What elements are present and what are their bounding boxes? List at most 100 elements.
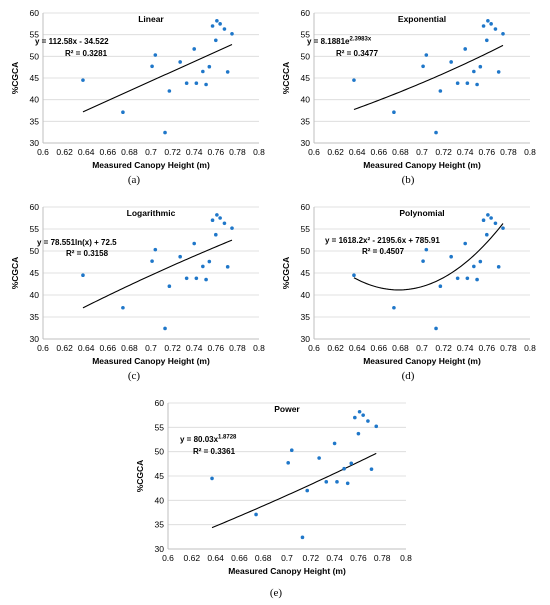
data-point bbox=[150, 259, 154, 263]
data-point bbox=[421, 259, 425, 263]
data-point bbox=[218, 216, 222, 220]
data-point bbox=[366, 419, 370, 423]
y-tick-label: 60 bbox=[301, 8, 311, 18]
data-point bbox=[194, 276, 199, 281]
r-squared: R² = 0.3281 bbox=[65, 49, 108, 58]
x-tick-label: 0.68 bbox=[255, 553, 272, 563]
x-tick-label: 0.62 bbox=[327, 147, 344, 157]
data-point bbox=[81, 273, 85, 278]
trend-equation: y = 80.03x1.8728 bbox=[180, 435, 237, 445]
y-tick-label: 50 bbox=[30, 246, 40, 256]
data-point bbox=[225, 70, 230, 74]
data-point bbox=[81, 78, 85, 82]
x-tick-label: 0.8 bbox=[524, 147, 536, 157]
x-tick-label: 0.68 bbox=[392, 147, 409, 157]
x-tick-label: 0.64 bbox=[349, 343, 366, 353]
y-axis-title: %CGCA bbox=[281, 62, 291, 95]
y-tick-label: 55 bbox=[301, 30, 311, 40]
x-tick-label: 0.72 bbox=[303, 553, 320, 563]
trendline bbox=[82, 44, 233, 113]
x-tick-label: 0.7 bbox=[145, 147, 157, 157]
data-point bbox=[286, 461, 290, 465]
x-tick-label: 0.66 bbox=[100, 343, 117, 353]
x-tick-label: 0.68 bbox=[392, 343, 409, 353]
y-axis-title: %CGCA bbox=[135, 460, 145, 493]
y-tick-label: 55 bbox=[30, 224, 40, 234]
data-point bbox=[485, 38, 489, 43]
panel-caption: (b) bbox=[402, 174, 415, 186]
data-point bbox=[421, 64, 425, 69]
data-point bbox=[201, 69, 205, 74]
x-tick-label: 0.68 bbox=[121, 343, 138, 353]
data-point bbox=[501, 226, 505, 230]
chart-title: Power bbox=[274, 404, 300, 414]
data-point bbox=[475, 277, 479, 282]
data-point bbox=[121, 110, 125, 115]
chart-panel-a: 30 35 40 45 50 55 60 0.6 0.62 0.64 0.66 0.68 0.7 0.72… bbox=[10, 8, 265, 186]
trend-equation-text: y = 112.58x - 34.522 bbox=[35, 37, 109, 46]
y-axis-title: %CGCA bbox=[10, 257, 20, 290]
data-point bbox=[369, 467, 374, 471]
data-point bbox=[392, 110, 396, 115]
data-point bbox=[167, 284, 172, 289]
data-point bbox=[424, 53, 429, 57]
trendline bbox=[353, 44, 504, 111]
x-axis-title: Measured Canopy Height (m) bbox=[92, 160, 210, 170]
x-tick-label: 0.6 bbox=[37, 147, 49, 157]
x-tick-label: 0.64 bbox=[207, 553, 224, 563]
x-axis-title: Measured Canopy Height (m) bbox=[228, 566, 346, 576]
x-tick-label: 0.78 bbox=[500, 147, 517, 157]
x-tick-label: 0.6 bbox=[308, 343, 320, 353]
x-tick-label: 0.74 bbox=[186, 343, 203, 353]
r-squared: R² = 0.3158 bbox=[66, 249, 109, 258]
y-tick-label: 60 bbox=[30, 202, 40, 212]
y-tick-label: 45 bbox=[155, 471, 165, 481]
data-point bbox=[438, 89, 443, 93]
x-tick-label: 0.72 bbox=[435, 343, 452, 353]
x-tick-label: 0.64 bbox=[78, 147, 95, 157]
x-tick-label: 0.72 bbox=[164, 343, 181, 353]
data-point bbox=[210, 24, 215, 28]
r-squared: R² = 0.4507 bbox=[362, 247, 405, 256]
x-tick-label: 0.6 bbox=[308, 147, 320, 157]
data-point bbox=[472, 69, 476, 74]
y-axis-title: %CGCA bbox=[281, 257, 291, 290]
data-point bbox=[305, 488, 310, 493]
x-tick-label: 0.72 bbox=[164, 147, 181, 157]
data-point bbox=[215, 19, 219, 23]
chart-panel-e: 30 35 40 45 50 55 60 0.6 0.62 0.64 0.66 0.68 0.7 0.72… bbox=[135, 398, 412, 599]
x-tick-label: 0.76 bbox=[479, 147, 496, 157]
x-tick-label: 0.8 bbox=[253, 147, 265, 157]
x-tick-label: 0.66 bbox=[100, 147, 117, 157]
data-point bbox=[438, 284, 443, 289]
y-tick-label: 50 bbox=[301, 246, 311, 256]
x-tick-label: 0.74 bbox=[457, 343, 474, 353]
y-tick-label: 35 bbox=[30, 116, 40, 126]
chart-panel-b: 30 35 40 45 50 55 60 0.6 0.62 0.64 0.66 0.68 0.7 0.72… bbox=[281, 8, 536, 186]
chart-title: Exponential bbox=[398, 14, 446, 24]
x-tick-label: 0.76 bbox=[479, 343, 496, 353]
data-point bbox=[194, 81, 199, 85]
data-point bbox=[501, 32, 505, 36]
data-point bbox=[486, 213, 490, 217]
x-axis-title: Measured Canopy Height (m) bbox=[363, 356, 481, 366]
data-point bbox=[357, 409, 362, 414]
data-point bbox=[332, 441, 337, 446]
data-point bbox=[486, 19, 490, 23]
x-tick-label: 0.66 bbox=[231, 553, 248, 563]
data-point bbox=[289, 448, 294, 453]
data-point bbox=[163, 326, 167, 331]
x-tick-label: 0.66 bbox=[371, 343, 388, 353]
data-point bbox=[485, 232, 489, 237]
x-tick-label: 0.78 bbox=[374, 553, 391, 563]
data-point bbox=[455, 81, 460, 85]
data-point bbox=[496, 70, 501, 74]
data-point bbox=[222, 221, 227, 226]
data-point bbox=[349, 461, 354, 466]
data-point bbox=[463, 241, 468, 246]
y-tick-label: 55 bbox=[30, 30, 40, 40]
trend-equation-text: y = 8.1881e bbox=[307, 37, 350, 46]
y-tick-label: 50 bbox=[155, 447, 165, 457]
y-tick-label: 35 bbox=[155, 520, 165, 530]
chart-title: Logarithmic bbox=[127, 208, 176, 218]
